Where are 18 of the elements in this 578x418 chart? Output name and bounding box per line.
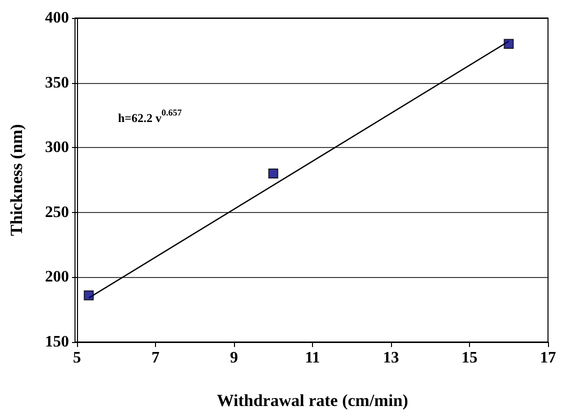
y-axis-title: Thickness (nm) — [7, 124, 26, 236]
y-tick-label: 200 — [45, 268, 69, 286]
point — [504, 38, 514, 49]
x-tick-label: 7 — [152, 350, 160, 366]
y-tick-label: 250 — [45, 204, 69, 221]
y-tick-label: 150 — [45, 334, 69, 350]
x-tick-label: 9 — [230, 350, 238, 366]
x-tick-label: 11 — [304, 350, 320, 366]
y-tick-label: 300 — [45, 139, 69, 156]
y-tick-label: 350 — [45, 74, 69, 92]
y-tick-label: 400 — [45, 10, 69, 26]
x-tick-label: 17 — [540, 350, 556, 366]
point — [268, 168, 278, 179]
point — [84, 290, 94, 300]
x-axis-title: Withdrawal rate (cm/min) — [216, 391, 408, 410]
x-tick-label: 5 — [73, 350, 81, 366]
x-tick-label: 15 — [462, 350, 478, 366]
x-tick-label: 13 — [383, 350, 399, 366]
